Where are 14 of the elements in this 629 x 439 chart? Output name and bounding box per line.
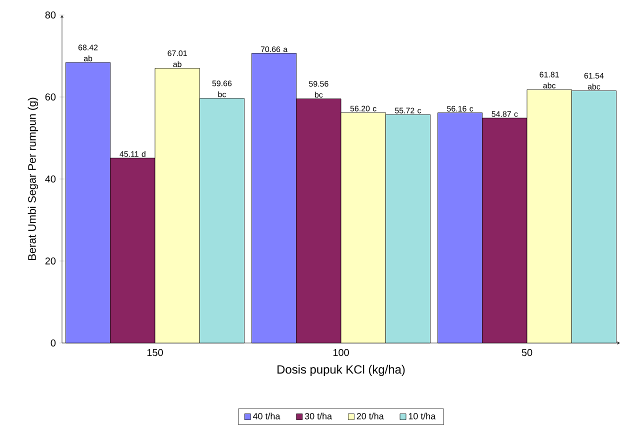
y-axis-title: Berat Umbi Segar Per rumpun (g) xyxy=(28,98,38,260)
y-tick-label: 60 xyxy=(45,93,56,101)
x-tick-label: 50 xyxy=(522,349,532,356)
x-tick-label: 100 xyxy=(333,349,349,356)
y-tick-label: 0 xyxy=(50,339,56,347)
y-tick-label: 80 xyxy=(45,11,56,19)
legend-label: 30 t/ha xyxy=(304,412,332,420)
y-tick-label: 20 xyxy=(45,257,56,265)
legend-label: 20 t/ha xyxy=(356,412,384,420)
x-tick-label: 150 xyxy=(147,349,163,356)
legend-label: 10 t/ha xyxy=(408,412,436,420)
x-axis-title: Dosis pupuk KCl (kg/ha) xyxy=(278,364,405,376)
legend-label: 40 t/ha xyxy=(252,412,280,420)
y-tick-label: 40 xyxy=(45,175,56,183)
